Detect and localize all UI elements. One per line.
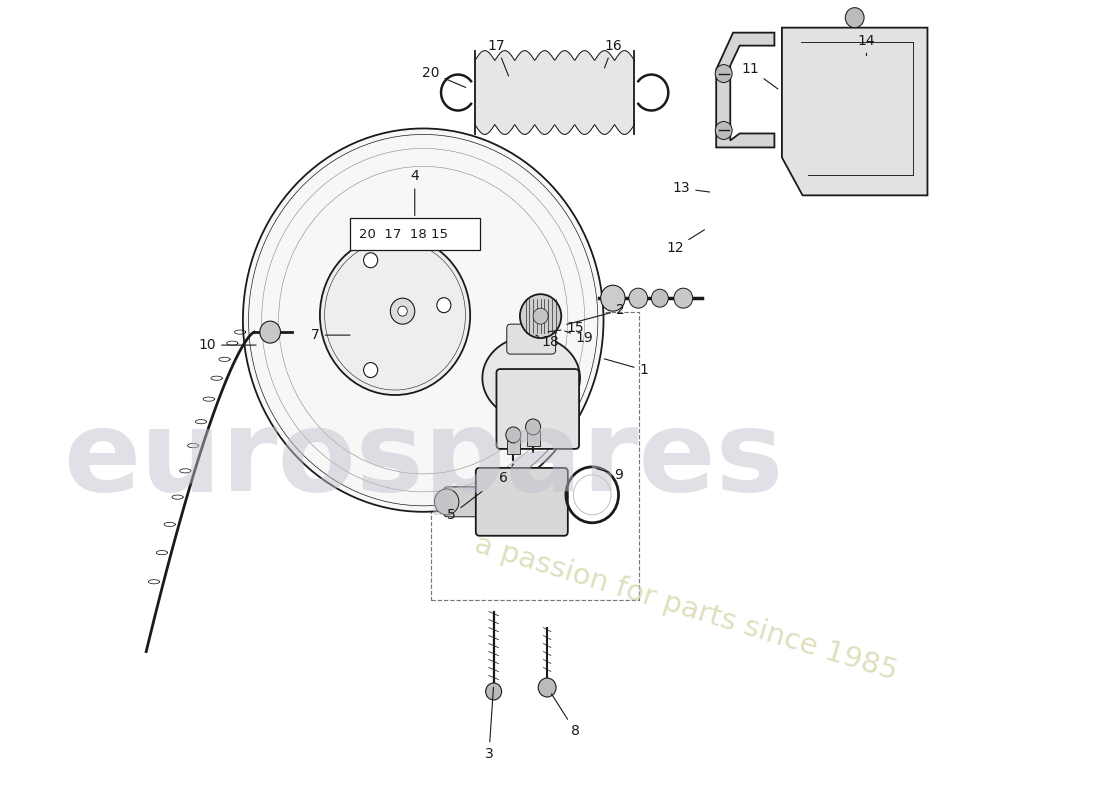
Circle shape — [845, 8, 865, 28]
Text: 20  17  18 15: 20 17 18 15 — [360, 228, 449, 241]
Text: a passion for parts since 1985: a passion for parts since 1985 — [471, 530, 901, 686]
Circle shape — [364, 362, 377, 378]
Circle shape — [243, 129, 604, 512]
Text: 3: 3 — [485, 687, 494, 762]
Text: 7: 7 — [311, 328, 350, 342]
Text: 12: 12 — [667, 230, 704, 255]
Text: eurospares: eurospares — [63, 404, 783, 515]
Circle shape — [629, 288, 648, 308]
Circle shape — [320, 235, 470, 395]
Text: 1: 1 — [604, 359, 648, 377]
Text: 4: 4 — [410, 170, 419, 215]
Circle shape — [398, 306, 407, 316]
Text: 2: 2 — [566, 303, 625, 325]
FancyBboxPatch shape — [476, 468, 568, 536]
Text: 6: 6 — [498, 464, 514, 485]
Polygon shape — [716, 33, 774, 147]
Circle shape — [260, 321, 280, 343]
Circle shape — [715, 122, 733, 139]
FancyBboxPatch shape — [527, 431, 540, 446]
Text: 5: 5 — [447, 491, 482, 522]
Circle shape — [364, 253, 377, 268]
Text: 8: 8 — [551, 694, 580, 738]
Circle shape — [601, 285, 625, 311]
Circle shape — [434, 489, 459, 515]
Circle shape — [486, 683, 502, 700]
Polygon shape — [782, 28, 927, 195]
FancyBboxPatch shape — [350, 218, 480, 250]
FancyBboxPatch shape — [496, 369, 579, 449]
Text: 14: 14 — [858, 34, 876, 55]
Circle shape — [534, 308, 548, 324]
Text: 19: 19 — [564, 331, 594, 345]
Circle shape — [651, 289, 669, 307]
Circle shape — [390, 298, 415, 324]
Text: 9: 9 — [597, 468, 623, 482]
FancyBboxPatch shape — [507, 324, 556, 354]
Circle shape — [520, 294, 561, 338]
Circle shape — [526, 419, 540, 435]
Circle shape — [506, 427, 521, 443]
Text: 16: 16 — [604, 38, 622, 68]
Text: 20: 20 — [422, 66, 465, 87]
Text: 18: 18 — [536, 335, 559, 349]
Text: 13: 13 — [672, 182, 710, 195]
Circle shape — [674, 288, 693, 308]
Text: 17: 17 — [487, 38, 508, 76]
Text: 10: 10 — [198, 338, 256, 352]
Ellipse shape — [483, 336, 580, 420]
Circle shape — [437, 298, 451, 313]
Circle shape — [715, 65, 733, 82]
Text: 11: 11 — [741, 62, 778, 89]
FancyBboxPatch shape — [444, 487, 485, 517]
Text: 15: 15 — [548, 321, 584, 335]
Circle shape — [538, 678, 557, 697]
FancyBboxPatch shape — [507, 439, 520, 454]
